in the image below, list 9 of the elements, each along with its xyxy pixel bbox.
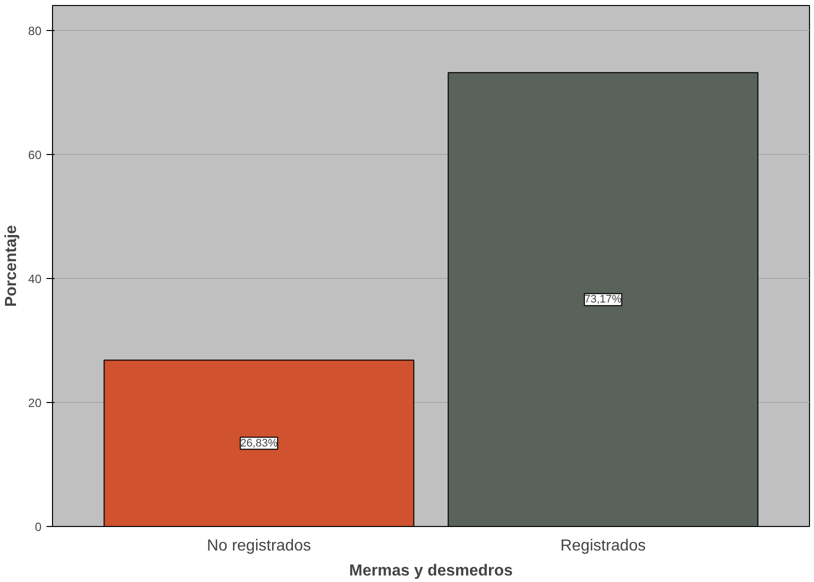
y-tick-label: 80 [28,24,42,38]
x-tick-label: No registrados [206,538,311,554]
y-tick-label: 20 [28,396,42,410]
y-axis-title: Porcentaje [3,224,20,307]
y-tick-label: 0 [34,520,42,534]
y-tick-label: 60 [28,148,42,162]
y-tick-label: 40 [28,272,42,286]
x-tick-label: Registrados [560,538,646,554]
x-axis-title: Mermas y desmedros [349,562,513,580]
